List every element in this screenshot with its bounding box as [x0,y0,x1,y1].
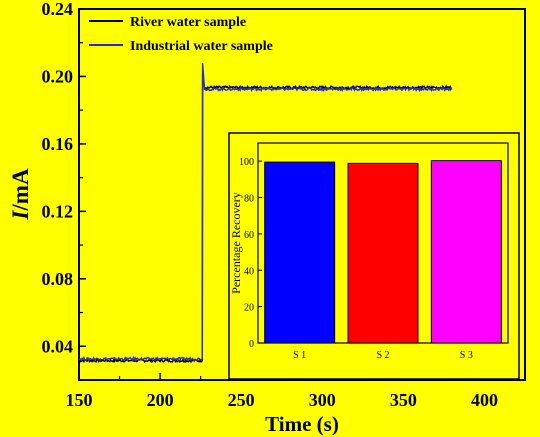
legend-label-industrial: Industrial water sample [130,39,273,54]
y-tick-label: 0.04 [42,336,74,356]
inset-bar-1 [264,161,336,344]
main-axis-ticks: 150 200 250 300 350 4000.040.080.120.160.200.… [42,0,498,410]
y-axis-title: I/mA [8,168,33,221]
x-tick-label: 300 [309,390,336,410]
x-tick-label: 350 [390,390,417,410]
x-tick-label: 250 [228,390,255,410]
inset-y-tick-label: 60 [244,230,254,241]
y-tick-label: 0.16 [42,134,74,154]
inset-y-tick-label: 20 [244,303,254,314]
y-tick-label: 0.12 [42,201,74,221]
legend: River water sample Industrial water samp… [89,15,273,54]
inset-y-axis-title: Percentage Recovery [229,192,243,294]
x-tick-label: 400 [471,390,498,410]
inset-x-tick-label: S 1 [293,350,306,361]
y-axis-title-italic: I [8,210,33,221]
inset-y-tick-label: 80 [244,194,254,205]
inset-x-tick-label: S 3 [460,350,473,361]
series-line-industrial [78,62,453,362]
x-axis-title: Time (s) [265,412,339,436]
main-series-lines [78,62,453,364]
x-tick-label: 150 [66,390,93,410]
x-tick-label: 200 [147,390,174,410]
inset-y-tick-label: 100 [239,157,254,168]
inset-bar-2 [347,162,419,344]
inset-bar-3 [430,160,502,344]
y-tick-label: 0.24 [42,0,74,19]
inset-y-tick-label: 0 [249,339,254,350]
y-tick-label: 0.20 [42,66,74,86]
inset-axis-ticks: 0 20 40 60 80 100 S 1 S 2 S 3 [239,157,473,361]
inset-x-tick-label: S 2 [376,350,389,361]
inset-bars [264,160,502,344]
y-tick-label: 0.08 [42,269,74,289]
inset-bar-chart: 0 20 40 60 80 100 S 1 S 2 S 3 Percentage Recover… [228,132,520,380]
legend-label-river: River water sample [130,15,246,30]
inset-y-tick-label: 40 [244,266,254,277]
y-axis-title-rest: /mA [8,168,33,212]
main-plot-frame [78,8,526,381]
